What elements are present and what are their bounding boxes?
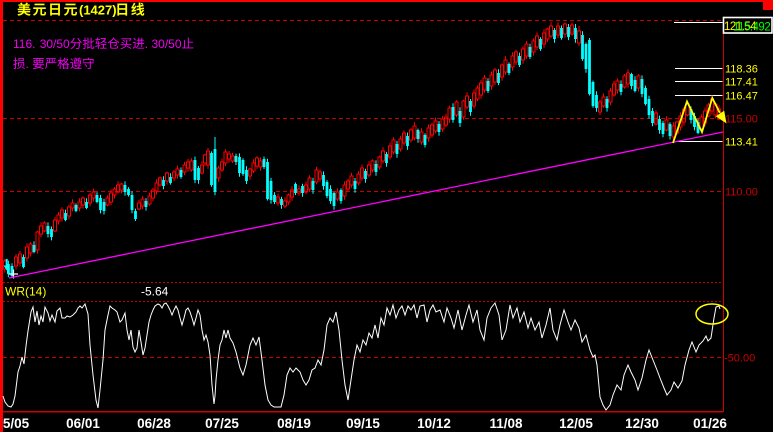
svg-text:110.00: 110.00 [725,187,758,199]
svg-text:WR(14): WR(14) [5,285,46,299]
svg-text:12/30: 12/30 [625,416,659,431]
svg-text:118.36: 118.36 [725,64,758,76]
svg-text:113.41: 113.41 [725,137,758,149]
svg-text:11/08: 11/08 [489,416,523,431]
svg-text:07/25: 07/25 [205,416,239,431]
svg-text:.: . [26,57,29,71]
svg-text:08/19: 08/19 [277,416,311,431]
svg-text:10/12: 10/12 [417,416,451,431]
svg-text:115.492: 115.492 [733,22,770,34]
svg-text:5/05: 5/05 [3,416,30,431]
svg-text:116.47: 116.47 [725,91,758,103]
svg-text:117.41: 117.41 [725,77,758,89]
svg-text:30/50: 30/50 [152,37,182,51]
svg-text:-50.00: -50.00 [724,353,755,365]
svg-text:.: . [145,37,148,51]
svg-text:30/50: 30/50 [40,37,70,51]
svg-text:01/26: 01/26 [693,416,727,431]
svg-text:(1427): (1427) [79,3,117,18]
svg-text:06/01: 06/01 [66,416,100,431]
svg-text:116.: 116. [13,37,35,51]
svg-text:06/28: 06/28 [137,416,171,431]
svg-text:-5.64: -5.64 [141,285,169,299]
svg-text:121.54: 121.54 [724,21,757,33]
svg-text:115.00: 115.00 [725,114,758,126]
svg-text:09/15: 09/15 [346,416,380,431]
svg-text:12/05: 12/05 [559,416,593,431]
